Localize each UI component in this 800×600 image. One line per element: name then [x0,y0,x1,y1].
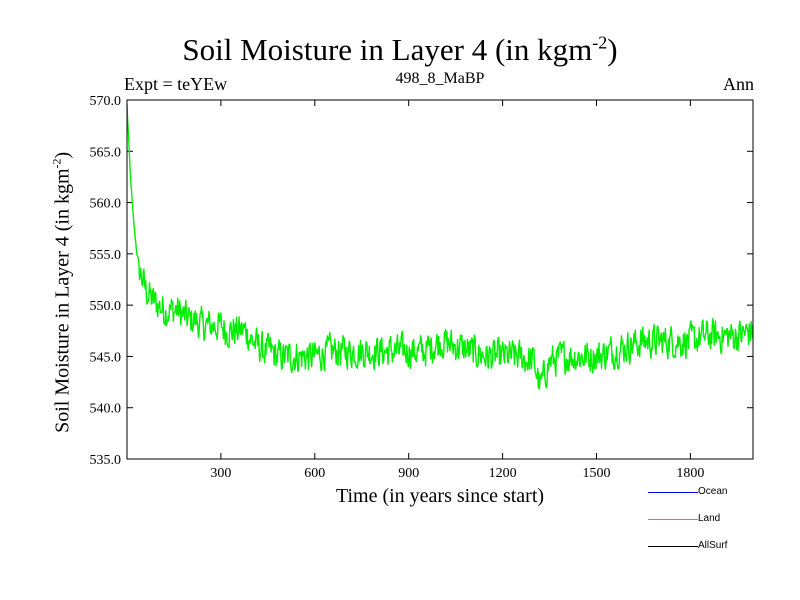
legend-item-allsurf: AllSurf [648,539,768,555]
y-tick-label: 545.0 [90,350,122,365]
chart-title: Soil Moisture in Layer 4 (in kgm-2) [182,32,618,67]
legend-swatch-land [648,519,698,520]
experiment-label: Expt = teYEw [124,74,228,94]
legend-label-allsurf: AllSurf [698,540,728,551]
subtitle: 498_8_MaBP [395,70,485,87]
x-tick-label: 1200 [489,466,517,481]
x-tick-label: 600 [304,466,325,481]
legend-label-ocean: Ocean [698,486,728,497]
x-tick-label: 300 [210,466,231,481]
legend-item-ocean: Ocean [648,485,768,501]
y-tick-label: 560.0 [90,197,122,212]
y-axis-ticks: 535.0 540.0 545.0 550.0 555.0 560.0 565.0 570.0 [90,94,753,468]
legend-item-land: Land [648,512,768,528]
series-group [126,104,754,390]
y-tick-label: 555.0 [90,248,122,263]
legend-swatch-allsurf [648,546,698,547]
y-tick-label: 550.0 [90,299,122,314]
series-line-land [126,104,754,390]
x-tick-label: 1800 [676,466,704,481]
y-axis-label: Soil Moisture in Layer 4 (in kgm-2) [49,151,74,433]
plot-frame [126,99,754,460]
y-tick-label: 535.0 [90,453,122,468]
x-tick-label: 1500 [583,466,611,481]
legend-label-land: Land [698,513,721,524]
y-tick-label: 570.0 [90,94,122,109]
y-tick-label: 540.0 [90,402,122,417]
y-tick-label: 565.0 [90,145,122,160]
x-axis-ticks: 300 600 900 1200 1500 1800 [210,100,704,481]
legend-swatch-ocean [648,492,698,493]
x-axis-label: Time (in years since start) [335,485,545,507]
x-tick-label: 900 [398,466,419,481]
period-label: Ann [723,74,754,94]
